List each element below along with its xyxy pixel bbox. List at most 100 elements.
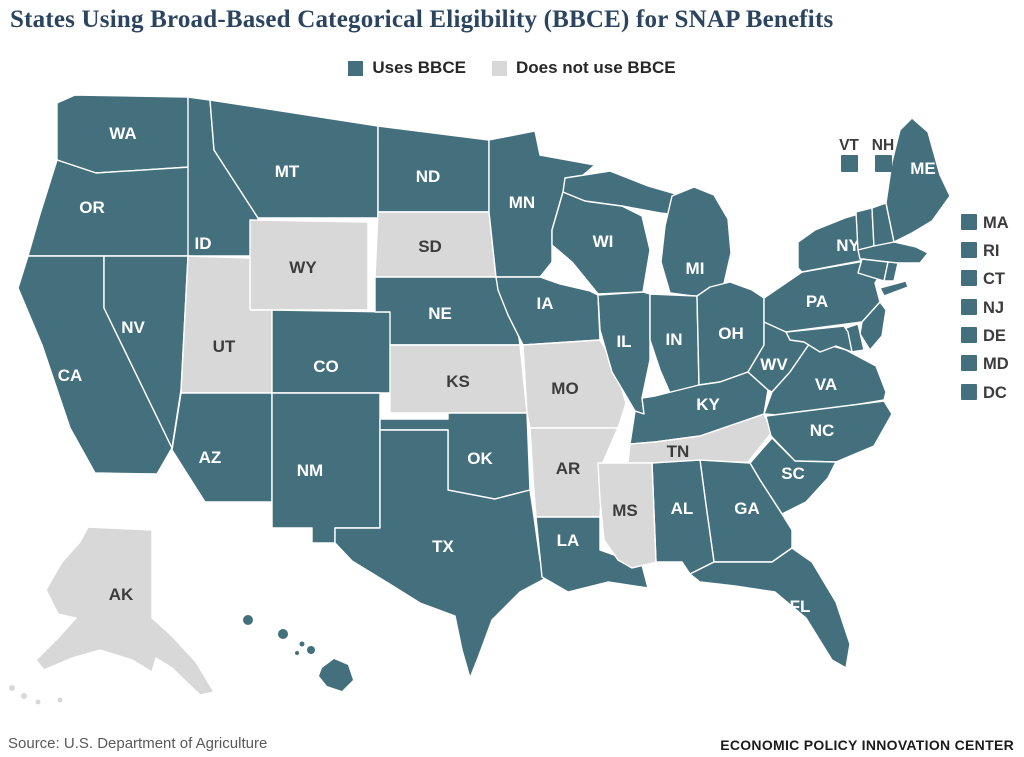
ak-island-speck bbox=[57, 697, 63, 703]
no-bbce-label: Does not use BBCE bbox=[515, 58, 676, 77]
state-AK: AK bbox=[9, 526, 215, 705]
uses-bbce-label: Uses BBCE bbox=[372, 58, 466, 77]
callout-vt: VT bbox=[839, 137, 859, 172]
state-shape-MD bbox=[785, 325, 853, 353]
state-shape-AK bbox=[35, 526, 215, 696]
state-label-AK: AK bbox=[109, 585, 134, 604]
list-swatch-ma bbox=[961, 214, 977, 230]
list-label-ri: RI bbox=[983, 242, 1000, 260]
state-label-OR: OR bbox=[79, 198, 105, 217]
state-label-NY: NY bbox=[836, 236, 860, 255]
state-shape-OR bbox=[27, 159, 191, 257]
callout-nh: NH bbox=[872, 137, 894, 172]
state-ND: ND bbox=[377, 125, 490, 213]
source-note: Source: U.S. Department of Agriculture bbox=[8, 735, 268, 752]
hi-island bbox=[307, 646, 315, 654]
no-bbce-swatch bbox=[491, 60, 507, 76]
state-shape-AZ bbox=[171, 392, 273, 503]
state-LA: LA bbox=[535, 516, 649, 593]
list-swatch-dc bbox=[961, 384, 977, 400]
state-label-IA: IA bbox=[537, 294, 554, 313]
state-shape-CO bbox=[271, 309, 396, 394]
state-label-GA: GA bbox=[734, 499, 760, 518]
state-TX: TX bbox=[334, 429, 549, 679]
state-label-AZ: AZ bbox=[199, 448, 222, 467]
list-swatch-ct bbox=[961, 270, 977, 286]
state-label-WV: WV bbox=[760, 355, 788, 374]
legend: Uses BBCE Does not use BBCE bbox=[0, 58, 1024, 78]
state-label-MS: MS bbox=[612, 501, 638, 520]
state-VT bbox=[855, 207, 875, 251]
state-label-ND: ND bbox=[416, 167, 441, 186]
state-NM: NM bbox=[271, 392, 381, 544]
state-shape-ME bbox=[885, 117, 951, 243]
state-shape-FL bbox=[689, 547, 851, 669]
state-ME: ME bbox=[885, 117, 951, 243]
hi-island bbox=[278, 629, 288, 639]
ak-island-speck bbox=[21, 693, 27, 699]
page-title: States Using Broad-Based Categorical Eli… bbox=[10, 6, 834, 33]
state-shape-LA bbox=[535, 516, 649, 593]
state-label-IL: IL bbox=[616, 332, 631, 351]
state-shape-TX bbox=[334, 429, 549, 679]
state-label-TX: TX bbox=[432, 537, 454, 556]
state-label-ME: ME bbox=[910, 159, 936, 178]
callout-label-nh: NH bbox=[872, 137, 894, 154]
list-label-ct: CT bbox=[983, 270, 1005, 288]
list-swatch-nj bbox=[961, 299, 977, 315]
small-states-list: MA RI CT NJ DE MD DC bbox=[961, 214, 1009, 402]
state-IA: IA bbox=[495, 276, 601, 346]
ak-island-speck bbox=[9, 685, 15, 691]
state-shape-NY-long-island bbox=[879, 280, 909, 297]
org-credit: ECONOMIC POLICY INNOVATION CENTER bbox=[720, 737, 1014, 753]
list-swatch-ri bbox=[961, 242, 977, 258]
state-label-ID: ID bbox=[195, 234, 212, 253]
state-WY: WY bbox=[249, 219, 369, 311]
state-MD bbox=[785, 325, 853, 353]
state-shape-VT bbox=[855, 207, 875, 251]
legend-item-uses: Uses BBCE bbox=[348, 58, 466, 78]
state-MO: MO bbox=[522, 339, 627, 429]
state-label-AR: AR bbox=[556, 459, 581, 478]
state-HI bbox=[243, 615, 353, 691]
state-WA: WA bbox=[56, 94, 191, 174]
state-label-MI: MI bbox=[686, 259, 705, 278]
hi-island bbox=[295, 651, 299, 655]
state-label-WA: WA bbox=[109, 124, 136, 143]
hi-island bbox=[243, 615, 253, 625]
state-label-CA: CA bbox=[58, 366, 83, 385]
state-shape-MO bbox=[522, 339, 627, 429]
state-label-SC: SC bbox=[781, 464, 805, 483]
hi-big-island bbox=[319, 659, 353, 691]
legend-item-not-uses: Does not use BBCE bbox=[491, 58, 676, 78]
state-label-WY: WY bbox=[289, 258, 317, 277]
state-label-VA: VA bbox=[815, 375, 837, 394]
state-label-LA: LA bbox=[557, 531, 580, 550]
callout-swatch-vt bbox=[841, 155, 858, 172]
list-label-nj: NJ bbox=[983, 299, 1004, 317]
state-MN: MN bbox=[488, 130, 596, 278]
state-MS: MS bbox=[597, 462, 657, 569]
callout-label-vt: VT bbox=[839, 137, 859, 154]
state-label-TN: TN bbox=[667, 442, 690, 461]
state-label-MO: MO bbox=[551, 379, 578, 398]
list-label-dc: DC bbox=[983, 384, 1007, 402]
state-label-PA: PA bbox=[806, 292, 828, 311]
state-label-NM: NM bbox=[297, 461, 323, 480]
state-AL: AL bbox=[651, 459, 715, 575]
list-label-md: MD bbox=[983, 355, 1009, 373]
state-label-IN: IN bbox=[666, 330, 683, 349]
state-label-CO: CO bbox=[313, 357, 339, 376]
callout-swatch-nh bbox=[875, 155, 892, 172]
state-AZ: AZ bbox=[171, 392, 273, 503]
state-label-NC: NC bbox=[810, 421, 835, 440]
state-label-MN: MN bbox=[509, 193, 535, 212]
list-swatch-md bbox=[961, 355, 977, 371]
state-label-OH: OH bbox=[718, 324, 744, 343]
state-label-SD: SD bbox=[418, 237, 442, 256]
state-IN: IN bbox=[649, 293, 700, 394]
state-NV: NV bbox=[103, 255, 189, 449]
state-MT: MT bbox=[209, 99, 379, 219]
state-label-NE: NE bbox=[428, 304, 452, 323]
